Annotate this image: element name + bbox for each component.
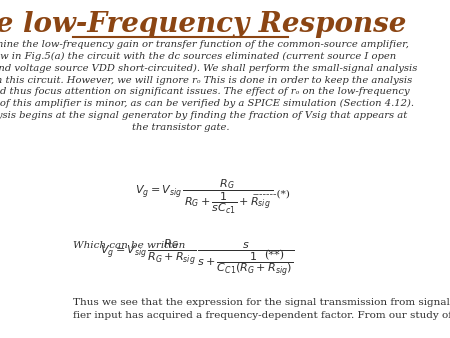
Text: -------(*): -------(*) bbox=[252, 189, 291, 198]
Text: The low-Frequency Response: The low-Frequency Response bbox=[0, 11, 406, 39]
Text: $V_g = V_{sig}\,\dfrac{R_G}{R_G + R_{sig}}\,\dfrac{s}{s + \dfrac{1}{C_{C1}(R_G +: $V_g = V_{sig}\,\dfrac{R_G}{R_G + R_{sig… bbox=[100, 238, 294, 279]
Text: (**): (**) bbox=[264, 250, 284, 261]
Text: To determine the low-frequency gain or transfer function of the common-source am: To determine the low-frequency gain or t… bbox=[0, 40, 417, 132]
Text: Thus we see that the expression for the signal transmission from signal generato: Thus we see that the expression for the … bbox=[73, 298, 450, 319]
Text: $V_g = V_{sig}\,\dfrac{R_G}{\,R_G + \dfrac{1}{sC_{c1}} + R_{sig}\,}$: $V_g = V_{sig}\,\dfrac{R_G}{\,R_G + \dfr… bbox=[135, 177, 273, 216]
Text: Which can be written: Which can be written bbox=[73, 241, 185, 250]
